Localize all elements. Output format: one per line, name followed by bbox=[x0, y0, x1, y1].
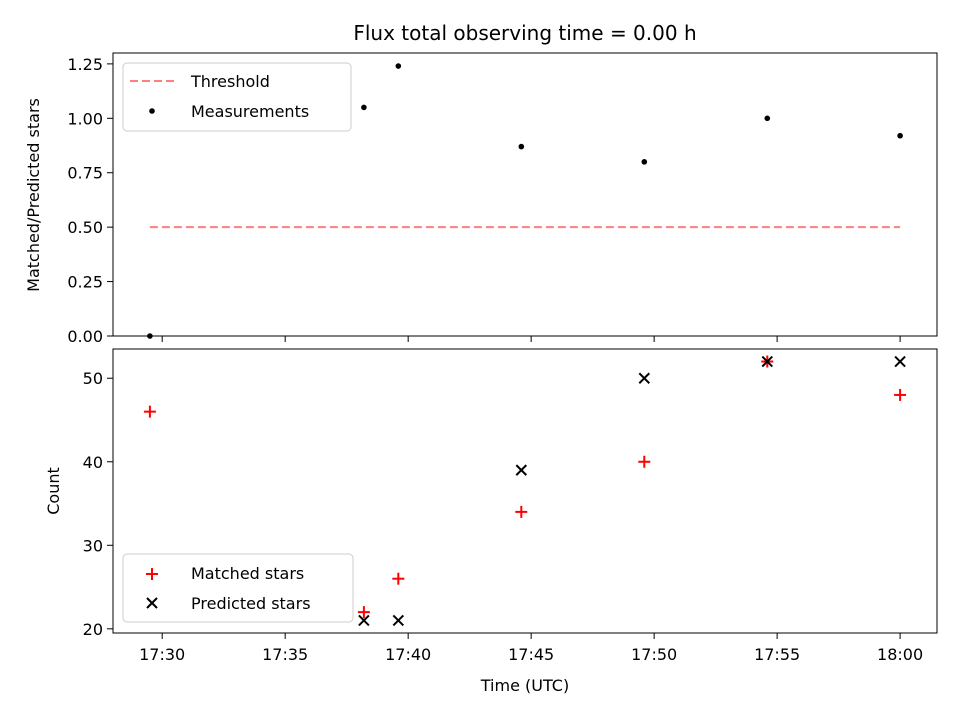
predicted-stars-point bbox=[894, 355, 906, 368]
legend-predicted-label: Predicted stars bbox=[191, 594, 311, 613]
x-tick-label: 17:50 bbox=[631, 645, 677, 664]
matched-stars-point bbox=[357, 606, 370, 619]
measurement-point bbox=[361, 104, 367, 111]
x-tick-label: 17:55 bbox=[754, 645, 800, 664]
y-tick-label: 0.00 bbox=[67, 327, 103, 346]
predicted-stars-point bbox=[638, 372, 651, 384]
measurement-point bbox=[897, 132, 903, 139]
bottom-y-axis-label: Count bbox=[44, 467, 63, 515]
top-axes-frame bbox=[112, 52, 938, 337]
measurement-point bbox=[518, 143, 525, 150]
predicted-stars-point bbox=[358, 614, 370, 627]
x-tick-label: 17:30 bbox=[139, 645, 185, 664]
legend-predicted-swatch bbox=[146, 597, 158, 609]
bottom-data-marks bbox=[143, 355, 907, 627]
legend-matched-swatch bbox=[146, 568, 158, 580]
matched-stars-point bbox=[638, 455, 651, 468]
x-tick-label: 17:45 bbox=[508, 645, 554, 664]
predicted-stars-point bbox=[392, 614, 405, 627]
matched-stars-point bbox=[894, 388, 907, 401]
measurement-point bbox=[641, 159, 648, 165]
y-tick-label: 50 bbox=[83, 369, 103, 388]
bottom-legend-box bbox=[122, 553, 354, 623]
top-legend: Threshold Measurements bbox=[122, 62, 352, 132]
top-data-marks bbox=[147, 63, 903, 339]
top-y-axis-label: Matched/Predicted stars bbox=[24, 98, 43, 292]
measurement-point bbox=[764, 115, 771, 122]
x-tick-label: 18:00 bbox=[877, 645, 923, 664]
predicted-stars-point bbox=[515, 464, 528, 476]
y-tick-label: 0.75 bbox=[67, 164, 103, 183]
matched-stars-point bbox=[143, 405, 156, 418]
bottom-y-ticks: 20 30 40 50 bbox=[83, 369, 113, 639]
top-y-ticks: 0.00 0.25 0.50 0.75 1.00 1.25 bbox=[67, 55, 113, 346]
y-tick-label: 1.00 bbox=[67, 109, 103, 128]
legend-matched-label: Matched stars bbox=[191, 564, 304, 583]
chart-title: Flux total observing time = 0.00 h bbox=[353, 21, 696, 45]
predicted-stars-point bbox=[761, 355, 773, 368]
y-tick-label: 40 bbox=[83, 453, 103, 472]
bottom-subplot: Count Time (UTC) 20 30 40 50 17:30 17:35 17:4… bbox=[44, 348, 938, 695]
y-tick-label: 0.50 bbox=[67, 218, 103, 237]
y-tick-label: 20 bbox=[83, 620, 103, 639]
y-tick-label: 30 bbox=[83, 536, 103, 555]
y-tick-label: 0.25 bbox=[67, 273, 103, 292]
bottom-legend: Matched stars Predicted stars bbox=[122, 553, 354, 623]
top-x-ticks bbox=[161, 336, 901, 342]
legend-measurements-label: Measurements bbox=[191, 102, 309, 121]
matched-stars-point bbox=[515, 505, 528, 518]
legend-measurements-swatch bbox=[149, 108, 155, 114]
bottom-axes-frame bbox=[112, 348, 938, 634]
y-tick-label: 1.25 bbox=[67, 55, 103, 74]
legend-threshold-label: Threshold bbox=[190, 72, 270, 91]
x-axis-label: Time (UTC) bbox=[480, 676, 569, 695]
measurement-point bbox=[395, 63, 402, 69]
top-subplot: Flux total observing time = 0.00 h Match… bbox=[24, 21, 938, 346]
matched-stars-point bbox=[392, 572, 405, 585]
x-tick-label: 17:40 bbox=[385, 645, 431, 664]
bottom-x-ticks: 17:30 17:35 17:40 17:45 17:50 17:55 18:00 bbox=[139, 633, 923, 664]
top-legend-box bbox=[122, 62, 352, 132]
x-tick-label: 17:35 bbox=[262, 645, 308, 664]
